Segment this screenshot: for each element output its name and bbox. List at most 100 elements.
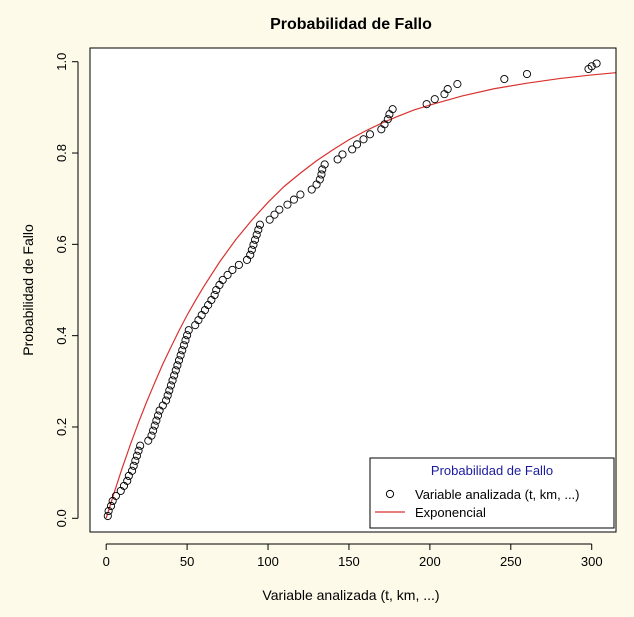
data-point (147, 431, 156, 440)
data-point (359, 135, 368, 144)
x-tick-label: 100 (257, 554, 279, 569)
x-tick-label: 200 (419, 554, 441, 569)
data-point (317, 170, 326, 179)
legend-title: Probabilidad de Fallo (431, 463, 553, 478)
data-point (333, 155, 342, 164)
data-point (228, 265, 237, 274)
data-point (246, 250, 255, 259)
data-point (171, 366, 180, 375)
data-point (249, 240, 258, 249)
data-point (383, 115, 392, 124)
data-point (174, 356, 184, 365)
data-point (150, 421, 159, 430)
data-point (318, 165, 327, 174)
data-point (587, 62, 596, 71)
legend-line-label: Exponencial (415, 505, 486, 520)
y-tick-label: 0.2 (54, 418, 69, 436)
legend-points-marker (385, 489, 395, 499)
data-point (136, 441, 145, 450)
data-point (163, 391, 172, 400)
data-point (270, 210, 279, 219)
data-point (320, 160, 329, 169)
data-point (168, 376, 177, 385)
data-point (153, 411, 163, 420)
data-point (592, 59, 601, 68)
data-point (131, 456, 140, 465)
data-point (388, 105, 397, 114)
data-point (307, 185, 316, 194)
data-point (210, 290, 219, 300)
data-point (106, 501, 116, 511)
data-point (283, 200, 292, 209)
data-point (173, 361, 182, 370)
data-point (422, 100, 431, 109)
data-point (365, 130, 375, 139)
points-layer (103, 59, 601, 521)
data-point (223, 270, 232, 279)
data-point (430, 95, 439, 104)
data-point (183, 331, 192, 340)
x-axis-label: Variable analizada (t, km, ...) (262, 587, 439, 603)
data-point (247, 245, 256, 254)
data-point (179, 341, 188, 350)
data-point (103, 511, 112, 521)
data-point (170, 371, 179, 380)
x-tick-label: 50 (180, 554, 194, 569)
y-tick-label: 0.8 (54, 144, 69, 162)
x-axis: 0 50 100 150 200 250 300 (103, 543, 603, 569)
data-point (123, 476, 132, 485)
data-point (252, 230, 261, 239)
data-point (234, 260, 243, 269)
data-point (255, 220, 264, 229)
data-point (166, 381, 175, 390)
data-point (165, 386, 174, 395)
plot-area (90, 48, 616, 532)
data-point (218, 275, 227, 285)
data-point (184, 326, 193, 335)
data-point (178, 346, 187, 355)
data-point (134, 446, 143, 455)
chart-title: Probabilidad de Fallo (270, 16, 432, 33)
data-point (149, 426, 158, 435)
data-point (443, 85, 452, 94)
y-tick-label: 0.6 (54, 235, 69, 253)
x-tick-label: 150 (338, 554, 360, 569)
data-point (176, 351, 185, 360)
data-point (265, 215, 274, 224)
data-point (152, 416, 161, 425)
data-point (453, 80, 462, 89)
data-point (128, 466, 137, 475)
y-axis: 0.0 0.2 0.4 0.6 0.8 1.0 (54, 53, 79, 527)
data-point (181, 336, 190, 345)
y-tick-label: 1.0 (54, 53, 69, 71)
legend: Probabilidad de Fallo Variable analizada… (369, 457, 615, 529)
data-point (522, 69, 532, 79)
legend-points-label: Variable analizada (t, km, ...) (415, 487, 580, 502)
curve-layer (105, 72, 617, 519)
plot-frame (89, 47, 617, 533)
data-point (129, 461, 138, 470)
data-point (500, 75, 509, 84)
y-tick-label: 0.0 (54, 509, 69, 527)
data-point (132, 451, 141, 460)
data-point (111, 491, 120, 500)
x-tick-label: 250 (500, 554, 522, 569)
x-tick-label: 300 (581, 554, 603, 569)
data-point (104, 506, 113, 516)
data-point (275, 205, 284, 214)
legend-box (369, 457, 615, 529)
data-point (251, 235, 260, 244)
y-axis-label: Probabilidad de Fallo (20, 224, 36, 356)
data-point (162, 396, 171, 405)
data-point (338, 150, 347, 159)
x-tick-label: 0 (103, 554, 110, 569)
data-point (348, 145, 357, 154)
data-point (289, 195, 298, 204)
data-point (315, 175, 324, 184)
exponential-curve (105, 72, 617, 519)
data-point (352, 140, 362, 149)
y-tick-label: 0.4 (54, 327, 69, 345)
data-point (296, 190, 305, 199)
